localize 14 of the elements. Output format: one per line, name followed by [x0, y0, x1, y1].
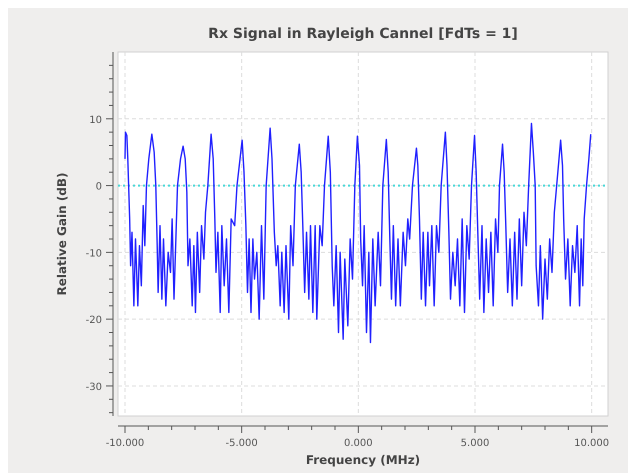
y-tick-label: -20 — [86, 315, 102, 326]
y-tick-label: 0 — [96, 182, 102, 193]
x-tick-label: 0.000 — [344, 438, 373, 449]
x-tick-label: -10.000 — [106, 438, 144, 449]
x-tick-label: -5.000 — [226, 438, 258, 449]
y-tick-label: -10 — [86, 248, 102, 260]
line-series — [124, 122, 592, 344]
x-tick-label: 5.000 — [460, 438, 490, 449]
chart-title: Rx Signal in Rayleigh Cannel [FdTs = 1] — [208, 26, 518, 42]
y-tick-label: 10 — [89, 114, 102, 126]
x-axis-title: Frequency (MHz) — [306, 453, 420, 467]
x-tick-label: 10.000 — [574, 438, 610, 449]
y-axis-title: Relative Gain (dB) — [55, 172, 69, 296]
y-tick-label: -30 — [86, 382, 102, 393]
